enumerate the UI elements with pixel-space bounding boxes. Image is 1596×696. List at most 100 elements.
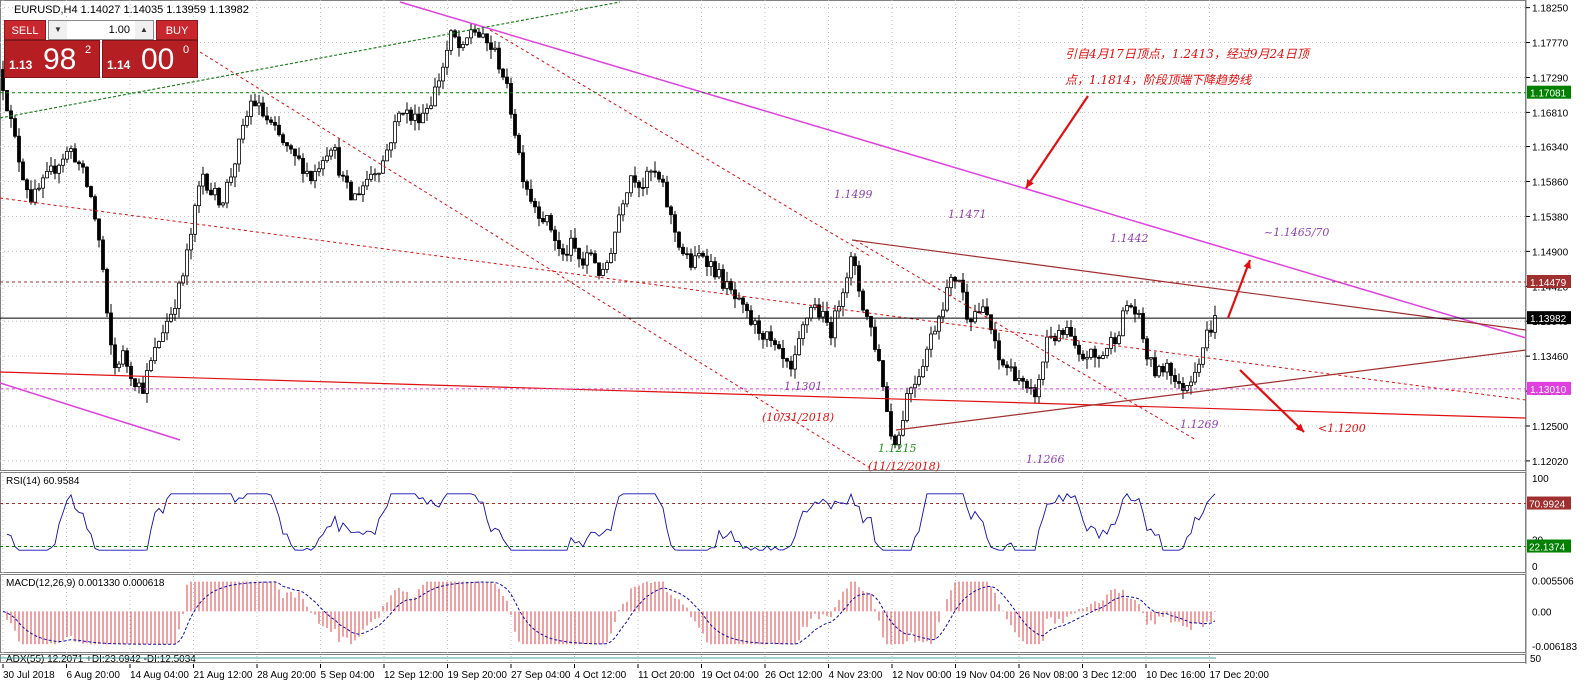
candle	[1197, 358, 1201, 377]
candle-body	[41, 177, 45, 189]
candle	[153, 337, 157, 365]
candle	[1113, 332, 1117, 353]
candle	[977, 302, 981, 314]
candle-body	[301, 157, 305, 174]
candle-body	[105, 269, 109, 314]
buy-quote[interactable]: 1.14 00 0	[102, 40, 198, 78]
chevron-down-icon[interactable]: ▼	[49, 21, 67, 39]
candle-body	[593, 253, 597, 264]
candle-body	[1041, 361, 1045, 380]
candle	[561, 243, 565, 261]
candle-body	[433, 86, 437, 107]
candle-body	[701, 252, 705, 257]
candle	[309, 170, 313, 185]
candle-body	[1117, 335, 1121, 345]
candle	[1161, 363, 1165, 377]
ohlc-readout: 1.14027 1.14035 1.13959 1.13982	[80, 4, 249, 16]
candle-body	[121, 350, 125, 365]
candle-body	[945, 287, 949, 311]
candle-body	[949, 277, 953, 289]
candle-body	[489, 42, 493, 50]
candle-body	[941, 309, 945, 318]
candle-body	[773, 340, 777, 345]
candle	[1073, 328, 1077, 349]
candle-body	[1181, 383, 1185, 391]
candle	[1001, 358, 1005, 368]
candle	[1009, 358, 1013, 372]
sell-price-fraction: 2	[85, 44, 92, 56]
red-dotted-midline	[0, 197, 1527, 401]
candle	[1081, 350, 1085, 361]
annotation-date-1031: (10/31/2018)	[762, 411, 834, 424]
candle	[497, 41, 501, 74]
lot-size-input[interactable]: ▼ 1.00 ▲	[48, 20, 154, 40]
candle	[541, 211, 545, 225]
arrow-down-target	[1239, 369, 1305, 433]
candle	[1041, 361, 1045, 386]
buy-button[interactable]: BUY	[156, 20, 198, 40]
candle-body	[69, 148, 73, 152]
time-tick-label: 5 Sep 04:00	[321, 670, 375, 681]
time-tick-label: 27 Sep 04:00	[511, 670, 571, 681]
candle-body	[693, 255, 697, 268]
candle	[857, 260, 861, 298]
candle	[341, 171, 345, 182]
candle	[549, 212, 553, 233]
price-level-label: 1.13982	[1530, 314, 1567, 325]
candle-body	[541, 218, 545, 223]
candle	[505, 68, 509, 89]
lot-value[interactable]: 1.00	[108, 24, 130, 36]
candle-body	[861, 290, 865, 311]
sell-button[interactable]: SELL	[4, 20, 46, 40]
candle	[93, 194, 97, 222]
candle	[1185, 384, 1189, 394]
candle-body	[1017, 377, 1021, 382]
candle	[701, 250, 705, 259]
rsi-level-badge	[1527, 496, 1571, 510]
sell-quote[interactable]: 1.13 98 2	[4, 40, 100, 78]
candle	[677, 231, 681, 251]
candle-body	[753, 320, 757, 325]
candle	[477, 27, 481, 38]
candle-body	[325, 155, 329, 162]
candle	[1061, 328, 1065, 340]
candle	[517, 132, 521, 156]
candle	[637, 180, 641, 198]
arrow-up-target	[1226, 259, 1252, 319]
candle	[217, 187, 221, 208]
chevron-up-icon[interactable]: ▲	[135, 21, 153, 39]
price-level-label: 1.14479	[1530, 278, 1567, 289]
candle	[261, 96, 265, 118]
candle-body	[893, 435, 897, 446]
candle-body	[1009, 366, 1013, 369]
arrow-down-target-head	[1295, 423, 1304, 432]
time-tick-label: 12 Nov 00:00	[892, 670, 952, 681]
annotations: 引自4月17日顶点，1.2413，经过9月24日顶点，1.1814，阶段顶端下降…	[762, 47, 1366, 473]
candle	[253, 93, 257, 107]
price-tick-label: 1.12020	[1532, 457, 1569, 468]
candle-body	[369, 173, 373, 180]
adx-panel: ADX(55) 12.2071 +DI:23.6942 -DI:12.5034 5…	[0, 654, 1542, 665]
candle	[573, 228, 577, 252]
candle-body	[485, 33, 489, 44]
swing-point-label: 1.1215	[878, 442, 917, 455]
candle-body	[657, 171, 661, 180]
candle	[181, 272, 185, 287]
candle	[873, 319, 877, 353]
candle	[657, 170, 661, 183]
price-tick-label: 1.15380	[1532, 212, 1569, 223]
candle	[689, 248, 693, 271]
candle-body	[1005, 364, 1009, 369]
candle	[5, 90, 9, 112]
candle	[17, 128, 21, 172]
candle-body	[677, 231, 681, 248]
candle-body	[993, 329, 997, 342]
candle	[1189, 375, 1193, 395]
candle-body	[245, 116, 249, 126]
candle-body	[521, 152, 525, 183]
candle	[65, 146, 69, 163]
candle-body	[109, 312, 113, 346]
candle-body	[1197, 363, 1201, 373]
candle	[193, 203, 197, 243]
candle	[465, 37, 469, 47]
